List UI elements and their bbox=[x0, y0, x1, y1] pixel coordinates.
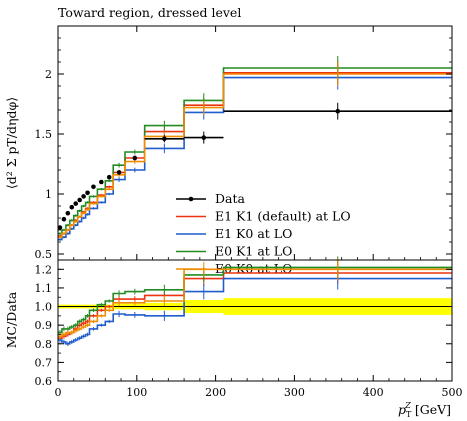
data-point bbox=[91, 184, 96, 190]
data-point bbox=[73, 201, 79, 206]
main-y-tick-label: 2 bbox=[45, 68, 52, 81]
ratio-y-tick-label: 1.0 bbox=[35, 301, 53, 314]
legend-label: E1 K0 at LO bbox=[215, 226, 292, 241]
x-axis-label: pTZ [GeV] bbox=[398, 401, 451, 419]
data-point bbox=[132, 155, 138, 161]
data-series bbox=[57, 102, 452, 230]
ratio-y-tick-label: 0.8 bbox=[35, 338, 53, 351]
main-panel: 0.5 1 1.5 2 Toward region, dressed level ⟨d… bbox=[4, 5, 453, 276]
x-tick-label: 400 bbox=[363, 386, 384, 399]
data-point bbox=[69, 204, 75, 210]
x-tick-label: 0 bbox=[55, 386, 62, 399]
ratio-line-1 bbox=[58, 277, 452, 345]
data-point bbox=[106, 174, 112, 180]
x-tick-label: 200 bbox=[205, 386, 226, 399]
data-point bbox=[57, 225, 63, 230]
data-point bbox=[81, 194, 86, 199]
data-point bbox=[99, 179, 104, 185]
main-plot-frame bbox=[57, 25, 453, 261]
data-point bbox=[116, 170, 122, 175]
main-y-axis: 0.5 1 1.5 2 bbox=[35, 37, 452, 261]
data-point bbox=[65, 210, 71, 216]
ratio-plot-frame bbox=[57, 259, 453, 382]
x-tick-label: 500 bbox=[442, 386, 463, 399]
data-point bbox=[335, 108, 341, 114]
ratio-plot-content bbox=[58, 256, 452, 346]
legend-marker bbox=[188, 196, 194, 202]
ratio-line-3 bbox=[58, 268, 452, 338]
data-point bbox=[201, 135, 207, 140]
ratio-y-tick-label: 0.6 bbox=[35, 375, 53, 388]
data-point bbox=[77, 197, 82, 203]
ratio-series-3 bbox=[58, 258, 452, 339]
chart-title: Toward region, dressed level bbox=[58, 5, 241, 20]
ratio-y-tick-label: 0.7 bbox=[35, 356, 53, 369]
ratio-line-2 bbox=[58, 266, 452, 334]
ratio-y-axis: 0.6 0.7 0.8 0.9 1.0 1.1 1.2 bbox=[35, 263, 452, 388]
legend: Data E1 K1 (default) at LO E1 K0 at LO E0 K… bbox=[176, 191, 351, 276]
legend-label: E1 K1 (default) at LO bbox=[215, 209, 351, 224]
ratio-y-tick-label: 1.1 bbox=[35, 282, 53, 295]
ratio-y-axis-label: MC/Data bbox=[4, 291, 19, 348]
mc-line-3 bbox=[58, 73, 452, 238]
ratio-panel: 0.6 0.7 0.8 0.9 1.0 1.1 1.2 0 100 200 300 400 500 M… bbox=[4, 26, 463, 419]
x-tick-label: 300 bbox=[284, 386, 305, 399]
data-point bbox=[61, 216, 67, 222]
data-point bbox=[162, 136, 167, 142]
main-y-axis-label: ⟨d² Σ pT/dηdφ⟩ bbox=[4, 97, 19, 189]
legend-label: Data bbox=[215, 191, 245, 206]
main-y-tick-label: 0.5 bbox=[35, 248, 53, 261]
main-y-tick-label: 1.5 bbox=[35, 128, 53, 141]
ratio-series-2 bbox=[58, 256, 452, 336]
data-point bbox=[85, 190, 90, 196]
main-y-tick-label: 1 bbox=[45, 188, 52, 201]
x-axis: 0 100 200 300 400 500 bbox=[55, 26, 463, 399]
x-tick-label: 100 bbox=[126, 386, 147, 399]
ratio-y-tick-label: 0.9 bbox=[35, 319, 53, 332]
main-plot-content bbox=[57, 56, 452, 241]
ratio-y-tick-label: 1.2 bbox=[35, 263, 53, 276]
legend-label: E0 K1 at LO bbox=[215, 244, 292, 259]
